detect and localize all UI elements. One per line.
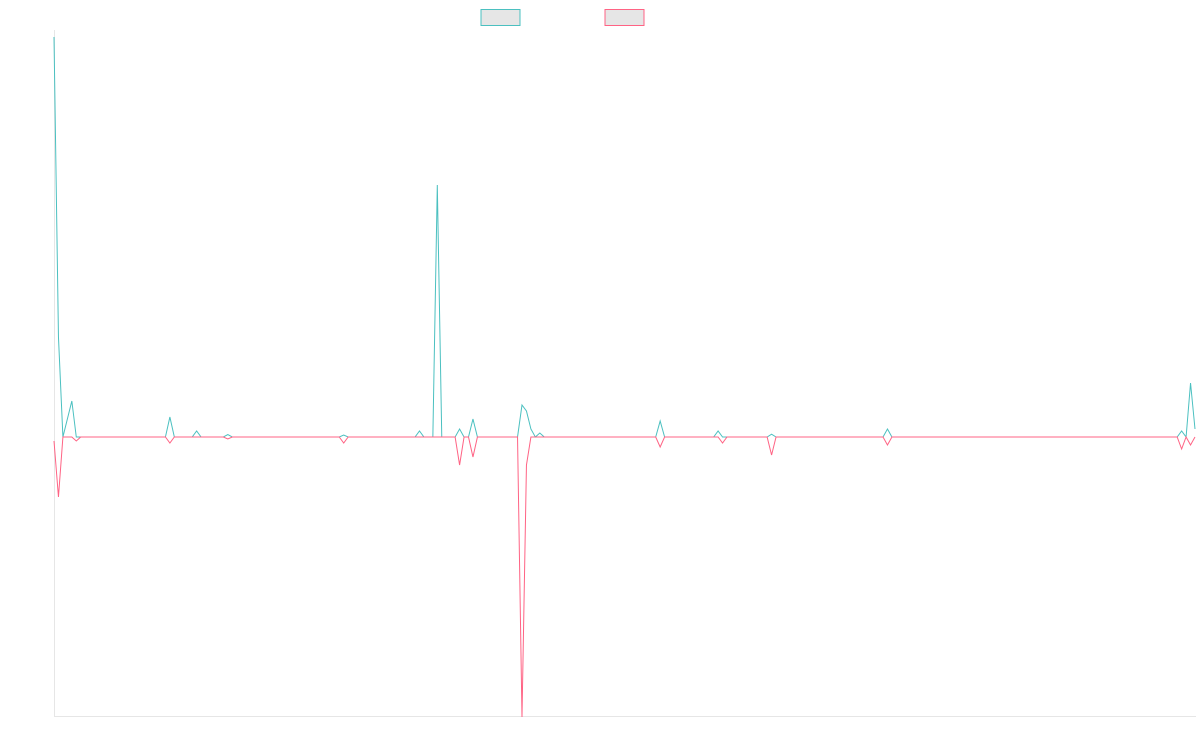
legend-swatch-series-b[interactable]: [604, 9, 645, 26]
chart-axes: [54, 30, 1196, 717]
series-layer: [53, 36, 1196, 718]
series-line-b[interactable]: [53, 435, 1196, 718]
series-line-a[interactable]: [53, 36, 1196, 439]
chart-legend[interactable]: [480, 9, 645, 26]
legend-swatch-series-a[interactable]: [480, 9, 521, 26]
